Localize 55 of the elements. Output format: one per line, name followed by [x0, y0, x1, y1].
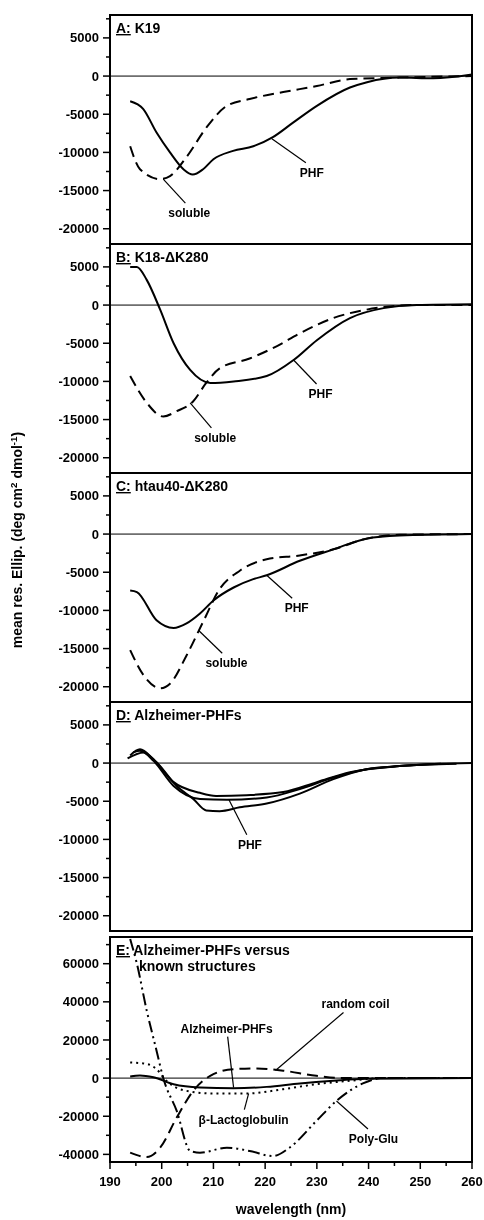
y-tick-label: 40000	[62, 994, 99, 1010]
annotation: β-Lactoglobulin	[198, 1112, 289, 1127]
y-tick-label: -5000	[65, 793, 99, 809]
y-tick-label: 0	[91, 1070, 99, 1086]
x-tick-label: 220	[254, 1174, 276, 1189]
annotation: PHF	[308, 387, 333, 402]
x-tick-label: 240	[357, 1174, 380, 1189]
x-tick-label: 260	[461, 1174, 483, 1189]
y-tick-label: -10000	[58, 373, 99, 389]
y-tick-label: -15000	[58, 412, 99, 428]
y-tick-label: -15000	[58, 641, 99, 657]
x-tick-label: 190	[99, 1174, 121, 1189]
y-tick-label: -40000	[58, 1146, 99, 1162]
y-tick-label: -15000	[58, 870, 99, 886]
chart-title: B: K18-ΔK280	[116, 249, 209, 265]
y-tick-label: 20000	[62, 1032, 99, 1048]
y-tick-label: -15000	[58, 183, 99, 199]
annotation: Poly-Glu	[348, 1131, 399, 1146]
y-tick-label: -10000	[58, 144, 99, 160]
annotation: PHF	[284, 601, 309, 616]
y-tick-label: 5000	[70, 259, 99, 275]
annotation: soluble	[194, 430, 237, 445]
annotation: PHF	[299, 165, 324, 180]
chart-title: C: htau40-ΔK280	[116, 478, 229, 494]
x-tick-label: 200	[150, 1174, 173, 1189]
y-tick-label: 5000	[70, 717, 99, 733]
text: E: Alzheimer-PHFs versus known structures	[116, 942, 290, 974]
y-tick-label: 60000	[62, 956, 99, 972]
annotation: PHF	[237, 837, 262, 852]
x-tick-label: 250	[409, 1174, 432, 1189]
y-tick-label: -10000	[58, 831, 99, 847]
annotation: soluble	[168, 206, 211, 221]
y-tick-label: -20000	[58, 450, 99, 466]
y-tick-label: -5000	[65, 106, 99, 122]
x-axis-title: wavelength (nm)	[234, 1201, 347, 1217]
chart-title: A: K19	[116, 20, 161, 36]
chart-title: D: Alzheimer-PHFs	[116, 707, 242, 723]
y-tick-label: -20000	[58, 221, 99, 237]
y-tick-label: 0	[91, 755, 99, 771]
y-tick-label: -5000	[65, 335, 99, 351]
annotation: soluble	[205, 656, 248, 671]
x-tick-label: 230	[306, 1174, 328, 1189]
y-tick-label: -20000	[58, 679, 99, 695]
annotation: random coil	[321, 997, 390, 1012]
y-tick-label: 5000	[70, 488, 99, 504]
y-tick-label: 0	[91, 526, 99, 542]
x-tick-label: 210	[202, 1174, 225, 1189]
y-tick-label: 0	[91, 297, 99, 313]
annotation: Alzheimer-PHFs	[180, 1021, 273, 1036]
y-tick-label: -5000	[65, 564, 99, 580]
y-tick-label: 5000	[70, 30, 99, 46]
y-tick-label: -20000	[58, 1108, 99, 1124]
y-tick-label: -20000	[58, 908, 99, 924]
y-tick-label: -10000	[58, 602, 99, 618]
y-tick-label: 0	[91, 68, 99, 84]
